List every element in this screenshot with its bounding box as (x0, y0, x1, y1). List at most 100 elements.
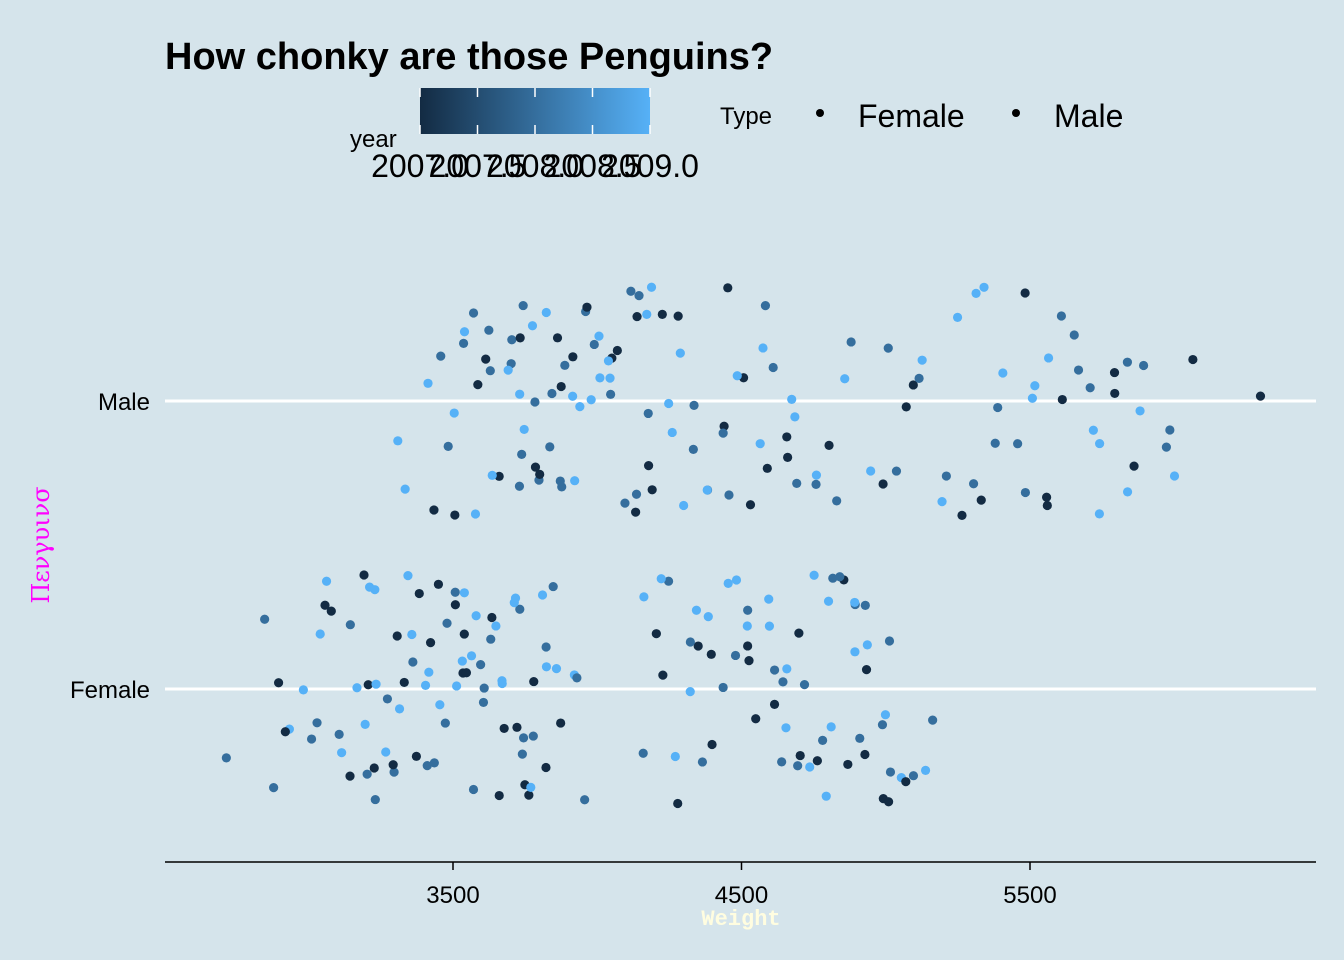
point-male (626, 286, 636, 296)
point-female (707, 739, 717, 750)
point-male (1188, 354, 1198, 365)
point-male (1169, 471, 1180, 481)
point-female (422, 761, 432, 771)
point-female (812, 756, 822, 766)
point-female (370, 794, 380, 805)
point-male (832, 496, 842, 506)
point-female (744, 656, 754, 666)
point-female (706, 649, 716, 659)
point-female (425, 638, 436, 648)
point-female (450, 587, 460, 597)
point-male (487, 470, 497, 480)
point-female (466, 651, 477, 661)
point-female (221, 753, 231, 763)
point-female (828, 573, 838, 583)
point-female (408, 657, 418, 667)
point-male (1122, 487, 1133, 497)
legend-label-female: Female (858, 98, 965, 134)
point-female (658, 670, 668, 680)
legend-key-female (816, 109, 824, 117)
x-tick-label-5500: 5500 (1003, 882, 1056, 909)
point-male (606, 389, 616, 399)
point-female (381, 747, 391, 757)
point-female (697, 757, 708, 767)
point-female (742, 621, 752, 631)
point-male (811, 479, 821, 489)
point-female (795, 750, 805, 761)
point-male (1088, 425, 1098, 435)
point-male (745, 500, 756, 510)
point-male (1027, 393, 1038, 403)
point-female (362, 769, 372, 779)
point-male (603, 356, 614, 366)
point-female (751, 714, 761, 724)
point-male (937, 496, 947, 507)
point-male (957, 510, 967, 520)
point-male (673, 311, 683, 321)
point-male (518, 300, 528, 311)
point-male (1135, 406, 1145, 416)
point-male (594, 331, 604, 341)
point-female (326, 606, 336, 616)
point-female (321, 576, 332, 586)
point-female (572, 673, 582, 683)
point-male (1043, 353, 1054, 363)
point-male (484, 325, 494, 335)
point-female (337, 748, 347, 758)
x-axis-ticks: 3500 4500 5500 (426, 862, 1057, 909)
point-female (855, 733, 865, 743)
point-male (976, 495, 986, 505)
point-female (497, 678, 507, 689)
y-axis-labels: Female Male (70, 389, 150, 704)
point-male (968, 479, 979, 489)
point-female (370, 585, 380, 595)
point-female (691, 605, 702, 615)
point-male (517, 449, 527, 459)
point-female (638, 748, 648, 758)
point-male (1073, 365, 1084, 375)
point-female (685, 637, 695, 647)
point-male (631, 507, 641, 517)
point-male (1165, 425, 1175, 435)
point-male (891, 466, 902, 476)
point-male (993, 402, 1003, 413)
point-male (783, 452, 793, 462)
point-female (476, 660, 486, 670)
point-female (399, 677, 409, 688)
point-male (760, 301, 771, 311)
point-male (782, 432, 792, 442)
legend-key-male (1012, 109, 1020, 117)
point-female (306, 734, 317, 744)
point-female (479, 683, 489, 693)
point-male (470, 509, 481, 519)
point-female (537, 590, 548, 600)
point-male (541, 307, 551, 318)
point-female (860, 600, 870, 610)
point-male (450, 510, 460, 520)
point-female (494, 790, 504, 801)
point-male (990, 438, 1000, 448)
point-male (675, 348, 685, 358)
point-male (643, 408, 653, 419)
point-female (651, 629, 661, 639)
point-male (901, 402, 911, 412)
point-female (512, 722, 522, 732)
point-male (473, 379, 483, 390)
point-female (670, 751, 680, 762)
point-male (702, 485, 712, 495)
data-points (221, 282, 1266, 809)
point-female (394, 704, 405, 714)
point-male (620, 498, 630, 508)
point-female (360, 719, 370, 729)
point-female (269, 783, 279, 793)
point-male (468, 308, 479, 318)
point-female (478, 697, 489, 708)
point-female (835, 572, 845, 582)
point-female (799, 680, 810, 690)
point-male (642, 309, 652, 320)
point-male (657, 309, 667, 319)
point-male (605, 373, 615, 383)
point-female (884, 636, 895, 646)
point-male (530, 397, 540, 407)
point-female (639, 592, 649, 602)
